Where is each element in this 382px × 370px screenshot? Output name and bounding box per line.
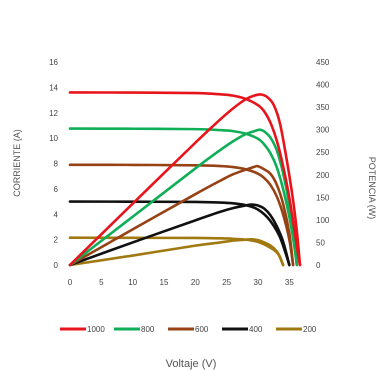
- left-tick-label: 12: [49, 109, 58, 118]
- current-curve-800: [68, 127, 299, 267]
- x-tick-label: 25: [222, 278, 231, 287]
- legend-label-400: 400: [249, 325, 263, 334]
- y-axis-right-title: POTENCIA (W): [367, 157, 377, 220]
- right-tick-label: 400: [316, 81, 330, 90]
- right-tick-label: 150: [316, 193, 330, 202]
- left-tick-label: 16: [49, 58, 58, 67]
- right-tick-label: 300: [316, 126, 330, 135]
- left-tick-label: 2: [54, 236, 59, 245]
- current-curve-1000: [68, 91, 302, 267]
- power-curve-1000: [68, 93, 302, 267]
- x-axis-title: Voltaje (V): [166, 358, 217, 370]
- current-curve-600: [68, 163, 295, 267]
- left-tick-label: 14: [49, 83, 58, 92]
- right-tick-label: 100: [316, 216, 330, 225]
- x-tick-label: 15: [160, 278, 169, 287]
- power-curve-600: [68, 164, 295, 267]
- left-tick-label: 10: [49, 134, 58, 143]
- right-tick-label: 200: [316, 171, 330, 180]
- x-tick-label: 30: [254, 278, 263, 287]
- x-tick-label: 5: [99, 278, 104, 287]
- x-axis-ticks: 0 5 10 15 20 25 30 35: [68, 278, 295, 287]
- right-tick-label: 350: [316, 103, 330, 112]
- right-tick-label: 0: [316, 261, 321, 270]
- left-axis-ticks: 0 2 4 6 8 10 12 14 16: [49, 58, 58, 270]
- legend: 1000 800 600 400 200: [60, 325, 317, 334]
- left-tick-label: 0: [54, 261, 59, 270]
- current-curve-200: [68, 236, 285, 267]
- legend-label-800: 800: [141, 325, 155, 334]
- legend-label-200: 200: [303, 325, 317, 334]
- series-curves: [68, 91, 302, 267]
- x-tick-label: 0: [68, 278, 73, 287]
- right-tick-label: 450: [316, 58, 330, 67]
- left-tick-label: 8: [54, 160, 59, 169]
- current-curve-400: [68, 200, 291, 267]
- x-tick-label: 20: [191, 278, 200, 287]
- power-curve-400: [68, 203, 291, 267]
- x-tick-label: 10: [128, 278, 137, 287]
- right-tick-label: 50: [316, 238, 325, 247]
- y-axis-left-title: CORRIENTE (A): [12, 129, 22, 197]
- legend-label-600: 600: [195, 325, 209, 334]
- left-tick-label: 4: [54, 210, 59, 219]
- legend-label-1000: 1000: [87, 325, 105, 334]
- right-axis-ticks: 0 50 100 150 200 250 300 350 400 450: [316, 58, 330, 270]
- left-tick-label: 6: [54, 185, 59, 194]
- x-tick-label: 35: [285, 278, 294, 287]
- right-tick-label: 250: [316, 148, 330, 157]
